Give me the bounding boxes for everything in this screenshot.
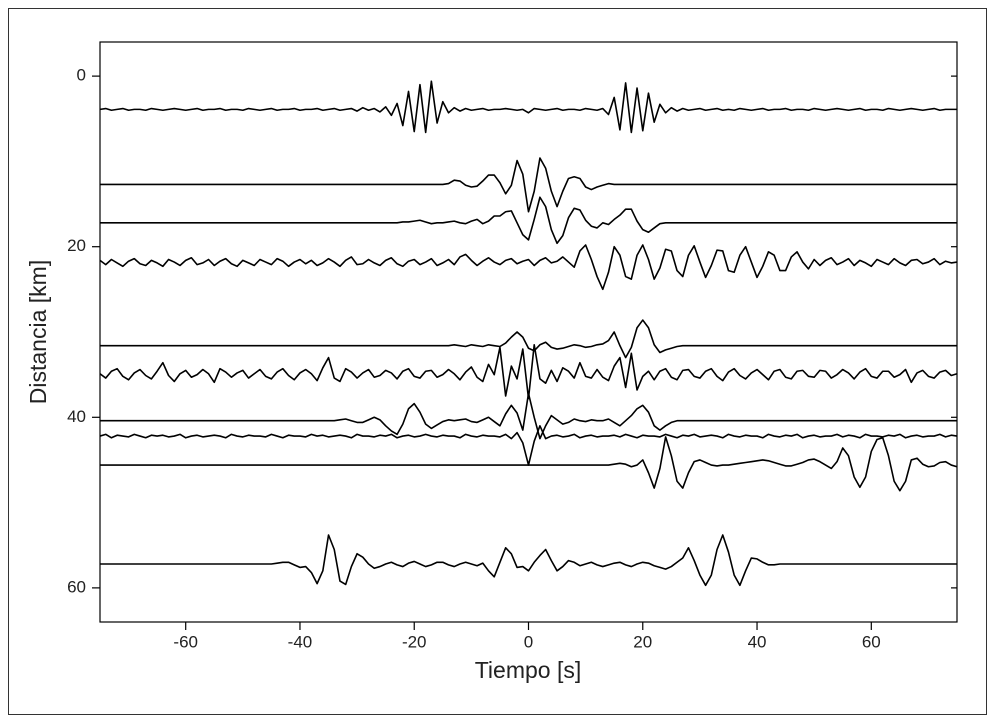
trace	[100, 392, 957, 440]
x-axis-label: Tiempo [s]	[475, 657, 582, 683]
trace	[99, 343, 958, 400]
x-tick-label: -20	[402, 632, 427, 651]
trace	[100, 436, 958, 492]
trace	[100, 157, 957, 213]
x-tick-label: 40	[748, 632, 767, 651]
x-tick-label: 0	[524, 632, 533, 651]
y-axis-label: Distancia [km]	[25, 260, 51, 404]
frame	[8, 8, 987, 715]
trace	[100, 196, 957, 245]
trace	[100, 319, 957, 359]
y-tick-label: 60	[67, 577, 86, 596]
x-tick-label: -40	[288, 632, 313, 651]
x-tick-label: 20	[633, 632, 652, 651]
y-tick-label: 20	[67, 236, 86, 255]
trace	[99, 244, 958, 291]
trace	[100, 534, 957, 587]
plot-area	[99, 41, 958, 623]
x-tick-label: 60	[862, 632, 881, 651]
y-tick-label: 40	[67, 407, 86, 426]
x-tick-label: -60	[173, 632, 198, 651]
trace	[99, 80, 957, 134]
trace	[99, 425, 958, 466]
y-tick-label: 0	[77, 66, 86, 85]
